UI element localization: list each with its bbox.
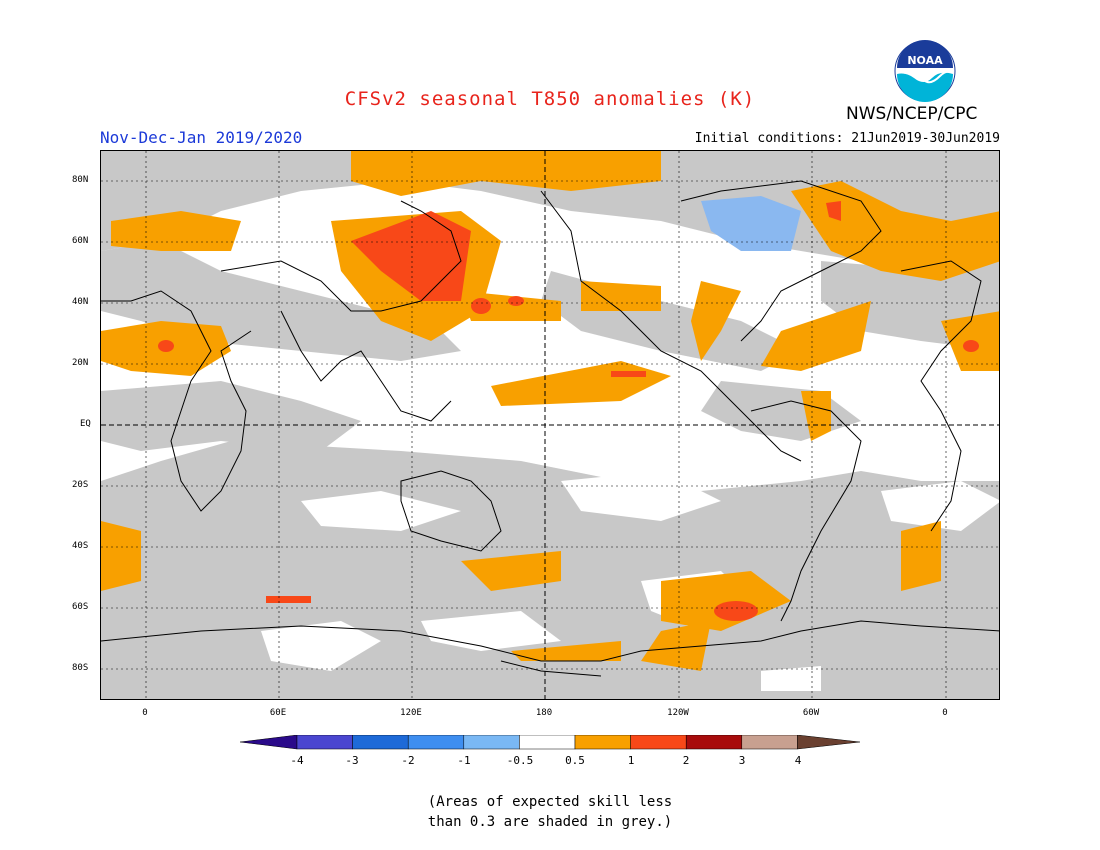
lat-label-40n: 40N [72,297,89,307]
colorbar-segment-10 [797,735,860,750]
skill-note: (Areas of expected skill less than 0.3 a… [0,792,1100,832]
lat-label-40s: 40S [72,541,89,551]
initial-conditions-label: Initial conditions: 21Jun2019-30Jun2019 [694,131,1000,146]
noaa-logo-text: NOAA [907,54,943,67]
colorbar-label-neg1: -1 [457,754,471,767]
colorbar-segment-4 [463,735,520,750]
lat-label-60s: 60S [72,602,89,612]
lat-lon-grid [101,151,999,699]
colorbar-segment-3 [407,735,465,750]
red-anomaly-regions [158,201,979,621]
lon-label-60w: 60W [802,708,820,718]
colorbar-label-4: 4 [794,754,802,767]
colorbar-label-0-5: 0.5 [565,754,585,767]
lon-label-60e: 60E [269,708,287,718]
colorbar-segment-9 [741,735,798,750]
colorbar-label-neg0-5: -0.5 [506,754,534,767]
colorbar-label-1: 1 [627,754,635,767]
colorbar-segment-1 [296,735,353,750]
skill-note-line-1: (Areas of expected skill less [427,794,673,810]
colorbar-label-neg3: -3 [345,754,359,767]
colorbar-label-neg4: -4 [290,754,304,767]
coastlines [101,180,999,677]
blue-anomaly-region [701,196,801,251]
season-label: Nov-Dec-Jan 2019/2020 [100,128,303,147]
lon-label-120e: 120E [400,708,422,718]
anomaly-map-svg [101,151,999,699]
lon-label-0: 0 [142,708,148,718]
lon-label-180: 180 [535,708,553,718]
colorbar-label-3: 3 [738,754,746,767]
lat-label-20s: 20S [72,480,89,490]
lon-label-0-east: 0 [942,708,948,718]
anomaly-map [100,150,1000,700]
noaa-logo: NOAA [894,40,956,102]
lat-label-20n: 20N [72,358,89,368]
colorbar-segment-0 [240,735,298,750]
colorbar [240,735,860,750]
colorbar-label-neg2: -2 [401,754,415,767]
lat-label-eq: EQ [80,419,91,429]
lon-label-120w: 120W [667,708,689,718]
colorbar-segment-6 [574,735,631,750]
colorbar-segment-7 [630,735,687,750]
map-title: CFSv2 seasonal T850 anomalies (K) [344,88,756,110]
agency-label: NWS/NCEP/CPC [846,104,978,124]
lat-label-80n: 80N [72,175,89,185]
skill-note-line-2: than 0.3 are shaded in grey.) [427,814,673,830]
colorbar-label-2: 2 [682,754,690,767]
lat-label-80s: 80S [72,663,89,673]
colorbar-segment-2 [352,735,409,750]
orange-anomaly-regions [101,151,999,671]
colorbar-segment-8 [685,735,743,750]
lat-label-60n: 60N [72,236,89,246]
colorbar-segment-5 [519,735,576,750]
